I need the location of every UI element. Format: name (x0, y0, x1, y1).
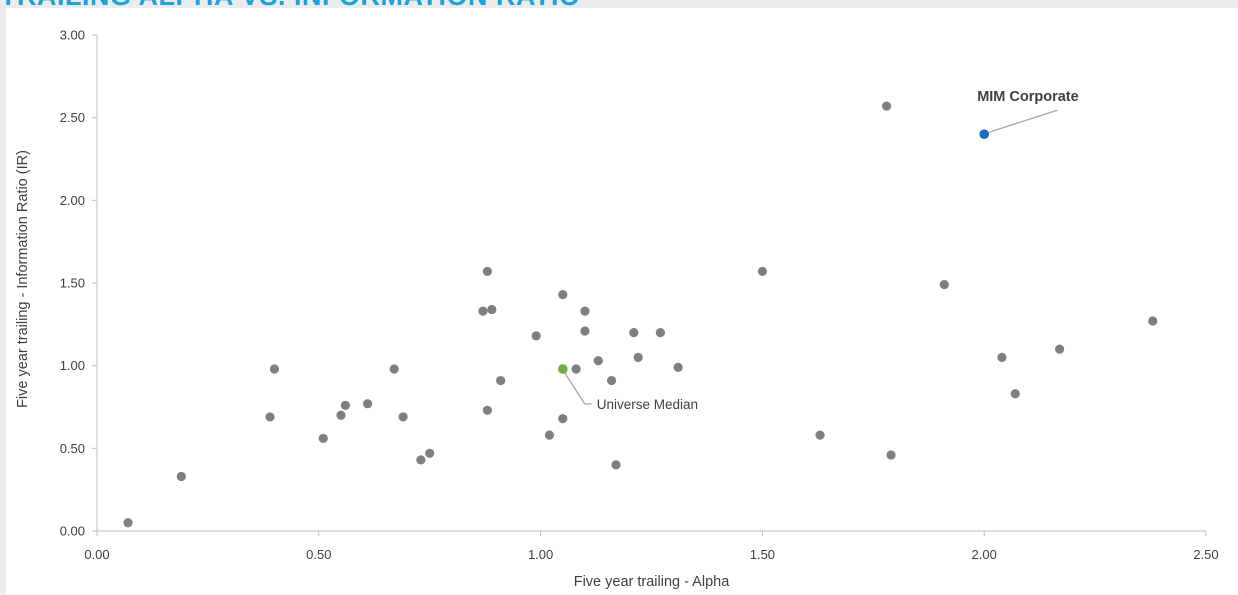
data-point (606, 375, 617, 386)
x-tick-label: 2.50 (1193, 547, 1218, 562)
y-tick-label: 0.00 (60, 524, 85, 539)
x-axis-title: Five year trailing - Alpha (574, 574, 730, 590)
data-point (593, 356, 603, 366)
x-tick-label: 0.50 (306, 547, 331, 562)
data-point (425, 448, 435, 458)
data-point (123, 518, 133, 528)
data-point (1010, 389, 1020, 399)
data-point (815, 430, 825, 440)
data-point (673, 362, 683, 372)
data-point (886, 450, 896, 460)
data-point (655, 328, 665, 338)
x-tick-label: 1.00 (528, 547, 553, 562)
data-point (336, 410, 346, 420)
y-tick-label: 2.50 (60, 110, 85, 125)
x-tick-label: 0.00 (84, 547, 109, 562)
data-points (123, 101, 1158, 528)
x-tick-label: 1.50 (750, 547, 775, 562)
median-leader-line (564, 372, 586, 405)
data-point (340, 400, 351, 410)
median-point (557, 364, 568, 374)
data-point (269, 364, 280, 374)
data-point (1055, 344, 1065, 354)
title-band: TRAILING ALPHA VS. INFORMATION RATIO (0, 0, 1238, 8)
data-point (558, 413, 568, 424)
y-tick-label: 3.00 (60, 28, 85, 43)
y-tick-label: 1.50 (60, 276, 85, 291)
data-point (580, 306, 590, 316)
data-point (416, 455, 426, 465)
y-tick-label: 1.00 (60, 358, 85, 373)
data-point (1148, 316, 1158, 326)
highlight-label: MIM Corporate (977, 89, 1078, 105)
data-point (496, 375, 506, 386)
data-point (629, 328, 639, 338)
page-title: TRAILING ALPHA VS. INFORMATION RATIO (0, 0, 580, 8)
left-margin-strip (0, 0, 6, 595)
data-point (633, 352, 643, 362)
y-tick-label: 0.50 (60, 441, 85, 456)
data-point (389, 364, 399, 374)
data-point (531, 331, 541, 341)
data-point (939, 280, 949, 290)
x-tick-labels: 0.00 0.50 1.00 1.50 2.00 2.50 (84, 547, 1218, 562)
data-point (558, 289, 568, 300)
annotations: MIM Corporate Universe Median (564, 89, 1079, 412)
data-point (478, 306, 488, 316)
data-point (611, 460, 621, 470)
data-point (318, 433, 328, 444)
data-point (487, 304, 497, 315)
data-point (482, 405, 492, 415)
data-point (176, 471, 186, 482)
y-axis-title: Five year trailing - Information Ratio (… (15, 150, 31, 408)
data-point (882, 101, 892, 111)
highlight-leader-line (988, 109, 1058, 133)
y-tick-labels: 0.00 0.50 1.00 1.50 2.00 2.50 3.00 (60, 28, 85, 539)
data-point (757, 266, 768, 277)
data-point (571, 364, 581, 374)
data-point (362, 399, 373, 409)
median-label: Universe Median (597, 397, 698, 412)
highlight-point (979, 129, 989, 139)
data-point (544, 430, 555, 440)
x-tick-label: 2.00 (972, 547, 997, 562)
y-tick-label: 2.00 (60, 193, 85, 208)
axes (92, 34, 1207, 536)
data-point (398, 412, 408, 422)
data-point (580, 326, 590, 336)
data-point (482, 266, 492, 277)
data-point (997, 352, 1007, 362)
data-point (265, 412, 275, 422)
